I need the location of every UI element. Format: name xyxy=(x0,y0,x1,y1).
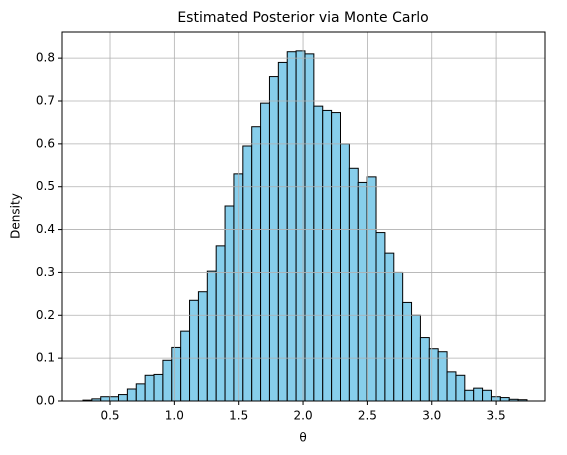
bar xyxy=(331,112,342,402)
bar xyxy=(455,374,466,402)
y-tick-label: 0.0 xyxy=(36,394,55,408)
bar xyxy=(384,252,395,402)
bar xyxy=(464,389,475,402)
plot-frame xyxy=(61,31,546,402)
y-tick-label: 0.7 xyxy=(36,94,55,108)
bar xyxy=(366,176,377,402)
bar xyxy=(428,348,439,402)
bar xyxy=(135,383,146,402)
bar xyxy=(126,388,137,402)
bar xyxy=(375,232,386,402)
x-tick-label: 1.5 xyxy=(229,409,248,423)
y-tick-label: 0.4 xyxy=(36,222,55,236)
bar xyxy=(180,330,191,402)
bar xyxy=(295,50,306,402)
bar xyxy=(402,301,413,402)
bar xyxy=(100,396,111,402)
bar xyxy=(286,51,297,402)
x-tick-label: 3.0 xyxy=(422,409,441,423)
bar xyxy=(393,271,404,402)
y-tick-label: 0.6 xyxy=(36,136,55,150)
bar xyxy=(242,145,253,402)
bar xyxy=(144,374,155,402)
bar xyxy=(171,346,182,402)
bar xyxy=(348,167,359,402)
bar xyxy=(251,126,262,402)
x-tick-label: 2.0 xyxy=(294,409,313,423)
bar xyxy=(499,397,510,402)
bar xyxy=(268,76,279,402)
y-tick-label: 0.5 xyxy=(36,179,55,193)
bar xyxy=(215,245,226,402)
bar xyxy=(419,337,430,402)
bar xyxy=(304,53,315,402)
y-tick-label: 0.2 xyxy=(36,308,55,322)
bar xyxy=(224,205,235,402)
x-tick-label: 2.5 xyxy=(358,409,377,423)
x-tick-label: 1.0 xyxy=(165,409,184,423)
bar xyxy=(109,396,119,402)
y-tick-label: 0.1 xyxy=(36,351,55,365)
bar xyxy=(153,373,164,402)
bar xyxy=(117,394,128,402)
bar xyxy=(162,359,173,402)
bar xyxy=(322,109,333,402)
x-axis-label: θ xyxy=(299,431,306,445)
bar xyxy=(313,105,324,402)
y-axis-label: Density xyxy=(9,193,23,239)
bar xyxy=(482,389,492,402)
x-tick-label: 3.5 xyxy=(487,409,506,423)
y-tick-label: 0.8 xyxy=(36,51,55,65)
bar xyxy=(206,270,217,402)
y-tick-label: 0.3 xyxy=(36,265,55,279)
chart-title: Estimated Posterior via Monte Carlo xyxy=(177,10,428,26)
bar xyxy=(277,61,288,402)
bar xyxy=(260,102,270,402)
x-tick-label: 0.5 xyxy=(100,409,119,423)
bar xyxy=(357,181,368,402)
bar xyxy=(197,291,208,402)
bar xyxy=(446,371,457,402)
bar xyxy=(437,351,448,402)
bar xyxy=(473,387,484,402)
